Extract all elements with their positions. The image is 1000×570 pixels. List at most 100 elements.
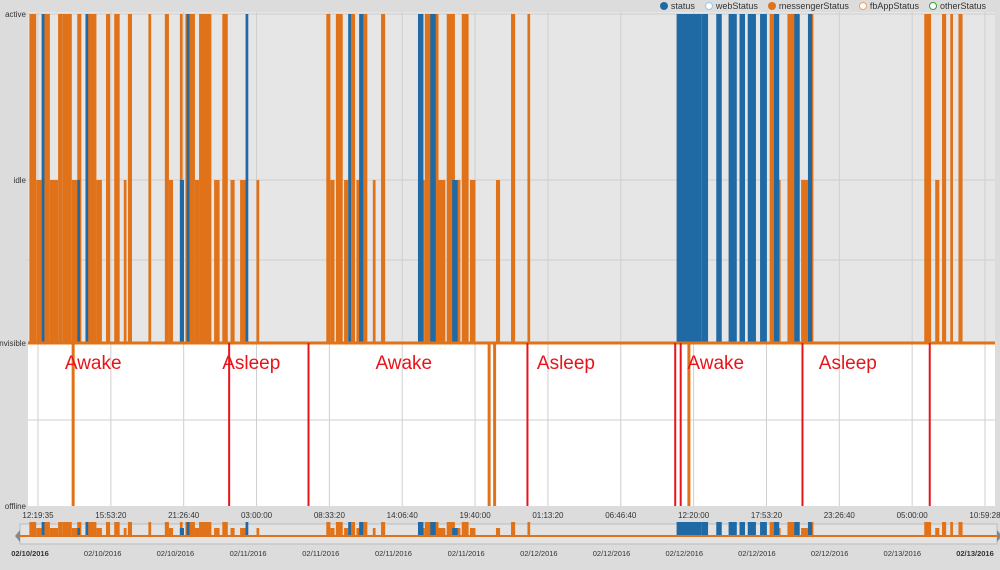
status-change-marker [674, 343, 677, 506]
status-block [760, 14, 767, 343]
legend-label: status [670, 1, 695, 11]
navigator-date-label: 02/11/2016 [302, 549, 339, 558]
navigator-block [958, 522, 963, 536]
messengerStatus-block [41, 14, 50, 343]
legend-marker-icon [858, 2, 867, 10]
navigator-block [96, 528, 102, 536]
navigator-block [85, 522, 89, 536]
navigator-date-label: 02/11/2016 [375, 549, 412, 558]
messengerStatus-block [769, 14, 774, 343]
navigator-block [747, 522, 756, 536]
navigator-block [527, 522, 531, 536]
navigator-block [344, 528, 349, 536]
navigator-block [430, 522, 436, 536]
navigator-block [372, 528, 376, 536]
x-tick-label: 05:00:00 [897, 511, 929, 520]
navigator-right-handle-icon [997, 530, 1000, 542]
navigator-block [256, 528, 260, 536]
navigator-block [452, 528, 458, 536]
annotation-awake: Awake [375, 353, 432, 374]
navigator-date-label: 02/12/2016 [665, 549, 703, 558]
navigator-block [359, 522, 364, 536]
messengerStatus-block [787, 14, 798, 343]
navigator-block [326, 522, 331, 536]
navigator-block [77, 528, 80, 536]
navigator-block [728, 522, 737, 536]
messengerStatus-block [194, 180, 200, 343]
legend-item-fbappstatus[interactable]: fbAppStatus [858, 1, 919, 11]
navigator-block [787, 522, 798, 536]
navigator-block [794, 522, 800, 536]
navigator-block [49, 528, 59, 536]
messengerStatus-block [801, 180, 808, 343]
status-block [716, 14, 722, 343]
legend-item-status[interactable]: status [659, 1, 695, 11]
legend-item-messengerstatus[interactable]: messengerStatus [767, 1, 849, 11]
navigator-block [86, 522, 97, 536]
navigator-block [179, 528, 184, 536]
messengerStatus-block [527, 14, 531, 343]
status-block [359, 14, 364, 343]
messengerStatus-block [942, 14, 947, 343]
navigator-date-label: 02/10/2016 [157, 549, 195, 558]
navigator-block [168, 528, 174, 536]
status-block [747, 14, 756, 343]
messengerStatus-block [335, 14, 343, 343]
legend-item-webstatus[interactable]: webStatus [704, 1, 758, 11]
status-change-marker [687, 343, 691, 506]
navigator-block [942, 522, 947, 536]
x-tick-label: 21:26:40 [168, 511, 200, 520]
x-tick-label: 19:40:00 [460, 511, 492, 520]
messengerStatus-block [36, 180, 42, 343]
navigator-block [36, 528, 42, 536]
messengerStatus-block [105, 14, 111, 343]
legend-label: fbAppStatus [869, 1, 919, 11]
messengerStatus-block [438, 180, 446, 343]
navigator-block [446, 522, 455, 536]
x-tick-label: 23:26:40 [824, 511, 856, 520]
status-block [348, 14, 351, 343]
navigator-block [469, 528, 476, 536]
annotation-awake: Awake [687, 353, 744, 374]
legend-label: otherStatus [939, 1, 986, 11]
annotation-asleep: Asleep [222, 353, 280, 374]
messengerStatus-block [344, 180, 349, 343]
legend-marker-icon [928, 2, 937, 10]
status-block [452, 180, 458, 343]
status-block [41, 14, 45, 343]
annotation-awake: Awake [65, 353, 122, 374]
legend: status webStatus messengerStatus fbAppSt… [659, 0, 986, 12]
navigator-block [186, 522, 190, 536]
x-tick-label: 14:06:40 [387, 511, 419, 520]
navigator-block [461, 522, 469, 536]
status-change-marker [801, 343, 804, 506]
status-change-marker [928, 343, 931, 506]
messengerStatus-block [511, 14, 516, 343]
y-axis-label: offline [5, 502, 27, 511]
legend-item-otherstatus[interactable]: otherStatus [928, 1, 986, 11]
messengerStatus-block [495, 180, 501, 343]
navigator-block [41, 522, 45, 536]
status-change-marker [71, 343, 75, 506]
status-block [728, 14, 737, 343]
messengerStatus-block [62, 14, 72, 343]
messengerStatus-block [446, 14, 455, 343]
status-block [773, 14, 780, 343]
messengerStatus-block [168, 180, 174, 343]
messengerStatus-block [381, 14, 386, 343]
x-tick-label: 08:33:20 [314, 511, 346, 520]
status-block [179, 180, 184, 343]
messengerStatus-block [179, 14, 183, 343]
navigator-date-label: 02/10/2016 [11, 549, 49, 558]
navigator-block [148, 522, 152, 536]
navigator-block [438, 528, 446, 536]
messengerStatus-block [456, 180, 461, 343]
navigator-date-label: 02/11/2016 [448, 549, 485, 558]
navigator-date-label: 02/12/2016 [593, 549, 631, 558]
navigator-block [245, 522, 249, 536]
messengerStatus-block [330, 180, 335, 343]
x-tick-label: 06:46:40 [605, 511, 637, 520]
navigator-date-label: 02/12/2016 [811, 549, 849, 558]
messengerStatus-block [349, 14, 356, 343]
messengerStatus-block [164, 14, 169, 343]
